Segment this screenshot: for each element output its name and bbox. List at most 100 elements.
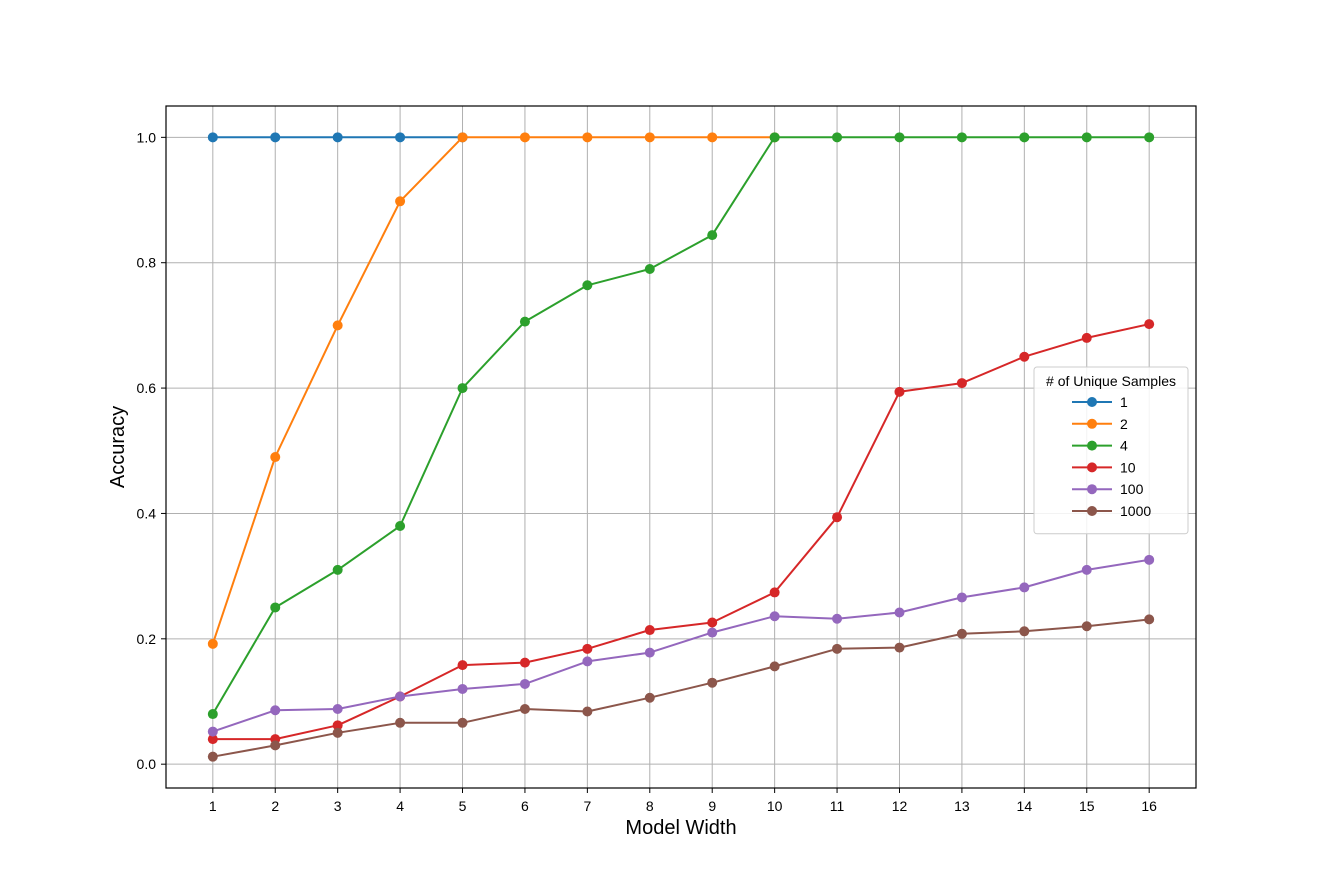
- data-point: [769, 611, 780, 622]
- legend-item-100: 100: [1072, 481, 1144, 497]
- data-point: [644, 263, 655, 274]
- data-point: [582, 643, 593, 654]
- y-tick-label: 0.6: [137, 380, 157, 396]
- data-point: [582, 280, 593, 291]
- data-point: [457, 660, 468, 671]
- y-tick-label: 0.8: [137, 255, 157, 271]
- data-point: [207, 734, 218, 745]
- x-tick-label: 16: [1141, 798, 1157, 814]
- data-point: [457, 132, 468, 143]
- data-point: [832, 613, 843, 624]
- data-point: [582, 132, 593, 143]
- data-point: [332, 132, 343, 143]
- x-tick-label: 6: [521, 798, 529, 814]
- data-point: [1144, 319, 1155, 330]
- x-tick-label: 2: [271, 798, 279, 814]
- data-point: [894, 386, 905, 397]
- y-tick-label: 1.0: [137, 129, 157, 145]
- data-point: [582, 706, 593, 717]
- data-point: [1081, 564, 1092, 575]
- legend-swatch-marker: [1087, 397, 1097, 407]
- data-point: [644, 625, 655, 636]
- x-tick-label: 14: [1017, 798, 1033, 814]
- legend-swatch-marker: [1087, 418, 1097, 429]
- data-point: [1081, 332, 1092, 343]
- legend-label: 4: [1120, 438, 1128, 454]
- data-point: [395, 717, 406, 728]
- series-100: [207, 554, 1155, 737]
- data-point: [1019, 132, 1030, 143]
- data-point: [832, 132, 843, 143]
- data-point: [894, 642, 905, 653]
- series-2: [207, 132, 780, 649]
- x-axis-title: Model Width: [625, 817, 736, 839]
- data-point: [956, 378, 967, 389]
- legend-item-1000: 1000: [1072, 503, 1151, 519]
- data-point: [270, 132, 281, 143]
- data-point: [707, 230, 718, 241]
- legend-title: # of Unique Samples: [1046, 373, 1176, 389]
- data-point: [519, 657, 530, 668]
- data-point: [644, 132, 655, 143]
- x-tick-label: 7: [583, 798, 591, 814]
- data-point: [519, 678, 530, 689]
- legend-label: 2: [1120, 416, 1128, 432]
- data-point: [457, 383, 468, 394]
- data-point: [707, 677, 718, 688]
- series-line-10: [212, 323, 1150, 741]
- legend-label: 10: [1120, 459, 1136, 475]
- legend-swatch-marker: [1087, 462, 1097, 473]
- data-point: [332, 704, 343, 715]
- legend-item-4: 4: [1072, 438, 1128, 454]
- x-tick-label: 9: [708, 798, 716, 814]
- data-point: [894, 607, 905, 618]
- series-line-2: [211, 136, 775, 645]
- data-point: [707, 627, 718, 638]
- data-point: [270, 740, 281, 751]
- series-line-100: [212, 558, 1150, 733]
- data-point: [582, 656, 593, 667]
- data-point: [832, 643, 843, 654]
- legend-label: 100: [1120, 481, 1144, 497]
- data-point: [270, 705, 281, 716]
- data-point: [457, 683, 468, 694]
- data-point: [956, 592, 967, 603]
- data-point: [395, 196, 406, 207]
- data-point: [832, 512, 843, 523]
- data-point: [769, 587, 780, 598]
- data-point: [207, 751, 218, 762]
- data-point: [395, 691, 406, 702]
- x-tick-label: 11: [830, 798, 845, 814]
- x-tick-label: 10: [767, 798, 783, 814]
- data-point: [519, 132, 530, 143]
- x-tick-label: 3: [334, 798, 342, 814]
- x-tick-label: 12: [892, 798, 908, 814]
- x-tick-label: 1: [209, 798, 217, 814]
- data-point: [1019, 582, 1030, 593]
- data-point: [207, 709, 218, 720]
- data-point: [644, 647, 655, 658]
- series-1: [207, 132, 468, 143]
- series-line-1000: [212, 618, 1150, 758]
- series-1000: [207, 614, 1155, 762]
- data-point: [332, 320, 343, 331]
- data-point: [894, 132, 905, 143]
- legend-item-1: 1: [1072, 394, 1128, 410]
- axis-ticks: 1 2 3 4 5 6 7 8 9 10 11 12 13 14 15 160.00.20.40.60.81.…: [137, 129, 1158, 814]
- data-point: [956, 132, 967, 143]
- data-point: [644, 692, 655, 703]
- data-point: [207, 638, 218, 649]
- x-tick-label: 13: [954, 798, 970, 814]
- data-point: [956, 628, 967, 639]
- data-point: [1144, 614, 1155, 625]
- plot-frame: [165, 105, 1197, 789]
- data-point: [1019, 351, 1030, 362]
- data-point: [769, 661, 780, 672]
- data-point: [332, 727, 343, 738]
- x-tick-label: 8: [646, 798, 654, 814]
- data-point: [270, 602, 281, 613]
- legend-box: [1033, 366, 1189, 535]
- data-point: [270, 452, 281, 463]
- x-tick-label: 4: [396, 798, 404, 814]
